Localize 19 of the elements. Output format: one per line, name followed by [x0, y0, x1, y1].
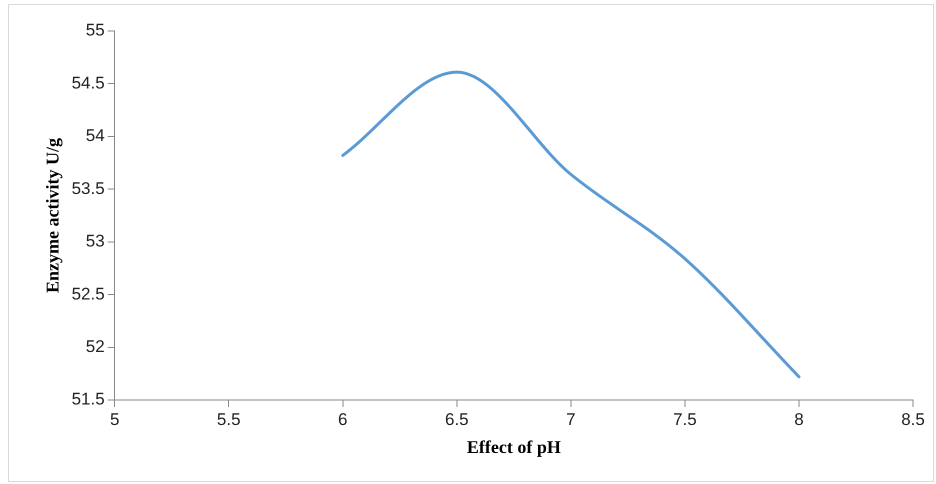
- y-tick-label: 52.5: [72, 284, 105, 304]
- x-axis-title: Effect of pH: [466, 436, 561, 457]
- y-tick-label: 55: [86, 20, 105, 40]
- y-tick-label: 52: [86, 336, 105, 356]
- x-tick-label: 6.5: [445, 410, 469, 429]
- x-tick-label: 8: [794, 410, 804, 429]
- y-tick-label: 54.5: [72, 73, 105, 92]
- x-tick-label: 6: [338, 410, 348, 429]
- y-tick-label: 51.5: [72, 390, 105, 409]
- x-tick-label: 7.5: [673, 410, 697, 429]
- x-tick-label: 5.5: [216, 410, 241, 429]
- y-tick-label: 53: [86, 232, 105, 251]
- y-tick-label: 54: [86, 126, 105, 146]
- x-tick-label: 8.5: [901, 410, 925, 429]
- y-tick-label: 53.5: [72, 178, 105, 198]
- line-series: [341, 70, 800, 378]
- x-tick-label: 7: [566, 410, 576, 429]
- x-tick-label: 5: [110, 410, 120, 429]
- y-axis-title: Enzyme activity U/g: [42, 138, 62, 293]
